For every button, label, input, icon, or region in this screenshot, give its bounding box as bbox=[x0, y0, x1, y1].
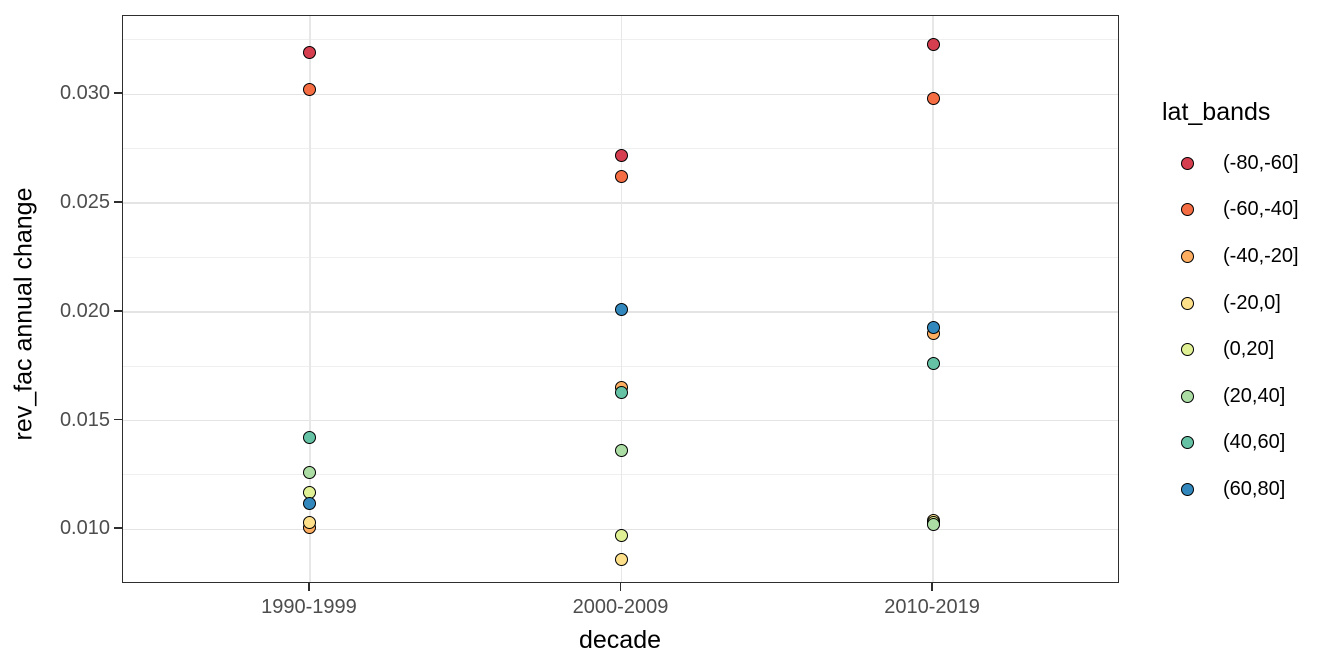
data-point bbox=[615, 444, 628, 458]
legend-item-label: (60,80] bbox=[1223, 477, 1286, 500]
legend-item: (-40,-20] bbox=[1160, 233, 1340, 280]
gridline-major bbox=[123, 202, 1118, 204]
legend-key-circle bbox=[1181, 389, 1194, 403]
legend-item: (40,60] bbox=[1160, 420, 1340, 467]
data-point bbox=[926, 37, 940, 51]
data-point bbox=[303, 496, 317, 510]
legend-item-label: (-60,-40] bbox=[1223, 198, 1299, 221]
legend-items: (-80,-60] (-60,-40] (-40,-20] (-20,0] (0,20]… bbox=[1160, 140, 1340, 513]
gridline-vertical bbox=[932, 16, 934, 582]
y-tick-mark bbox=[114, 418, 122, 421]
legend-item-label: (0,20] bbox=[1223, 338, 1275, 361]
y-tick-label: 0.020 bbox=[59, 299, 110, 322]
gridline-minor bbox=[123, 365, 1118, 367]
data-point bbox=[926, 357, 940, 371]
legend-key-circle bbox=[1181, 249, 1194, 263]
data-point bbox=[615, 529, 628, 543]
data-point bbox=[926, 320, 940, 334]
legend-item-label: (40,60] bbox=[1223, 431, 1286, 454]
data-point bbox=[303, 466, 317, 480]
y-tick-mark bbox=[114, 309, 122, 312]
y-tick-mark bbox=[114, 92, 122, 95]
legend-item: (-60,-40] bbox=[1160, 187, 1340, 234]
y-tick-label: 0.030 bbox=[59, 82, 110, 105]
legend-key-circle bbox=[1181, 296, 1194, 310]
plot-panel bbox=[122, 15, 1119, 583]
x-tick-mark bbox=[619, 583, 622, 591]
gridline-minor bbox=[123, 148, 1118, 150]
x-tick-label: 1990-1999 bbox=[261, 596, 357, 618]
data-point bbox=[615, 385, 628, 399]
legend-key-circle bbox=[1181, 203, 1194, 217]
gridline-minor bbox=[123, 474, 1118, 476]
legend-item: (0,20] bbox=[1160, 326, 1340, 373]
data-point bbox=[926, 92, 940, 106]
legend-item: (20,40] bbox=[1160, 373, 1340, 420]
data-point bbox=[303, 46, 317, 60]
gridline-minor bbox=[123, 39, 1118, 41]
data-point bbox=[926, 518, 940, 532]
legend-item-label: (20,40] bbox=[1223, 384, 1286, 407]
x-tick-mark bbox=[308, 583, 310, 591]
y-tick-label: 0.025 bbox=[59, 191, 110, 214]
y-tick-mark bbox=[114, 527, 122, 530]
legend-key-circle bbox=[1181, 482, 1194, 496]
data-point bbox=[303, 83, 317, 97]
legend-title: lat_bands bbox=[1162, 98, 1271, 126]
gridline-major bbox=[123, 419, 1118, 422]
data-point bbox=[615, 553, 628, 567]
legend-item: (-80,-60] bbox=[1160, 140, 1340, 187]
y-tick-mark bbox=[114, 201, 122, 203]
gridline-major bbox=[123, 528, 1118, 531]
data-point bbox=[303, 431, 317, 445]
x-tick-label: 2010-2019 bbox=[884, 596, 980, 618]
y-tick-label: 0.010 bbox=[59, 517, 110, 540]
legend-item-label: (-20,0] bbox=[1223, 291, 1281, 314]
legend-item: (60,80] bbox=[1160, 466, 1340, 513]
legend-item: (-20,0] bbox=[1160, 280, 1340, 327]
legend-key-circle bbox=[1181, 343, 1194, 357]
data-point bbox=[303, 516, 317, 530]
legend-item-label: (-80,-60] bbox=[1223, 151, 1299, 174]
legend: lat_bands (-80,-60] (-60,-40] (-40,-20] (-2… bbox=[1160, 97, 1340, 500]
data-point bbox=[615, 148, 628, 162]
x-tick-label: 2000-2009 bbox=[572, 596, 669, 618]
gridline-major bbox=[123, 93, 1118, 96]
x-axis-title: decade bbox=[578, 626, 662, 654]
legend-key-circle bbox=[1181, 156, 1194, 170]
y-tick-label: 0.015 bbox=[59, 408, 110, 431]
gridline-minor bbox=[123, 256, 1118, 258]
data-point bbox=[615, 170, 628, 184]
gridline-vertical bbox=[620, 16, 623, 582]
legend-key-circle bbox=[1181, 436, 1194, 450]
x-tick-mark bbox=[931, 583, 933, 591]
legend-item-label: (-40,-20] bbox=[1223, 244, 1299, 267]
gridline-vertical bbox=[309, 16, 311, 582]
data-point bbox=[615, 303, 628, 317]
